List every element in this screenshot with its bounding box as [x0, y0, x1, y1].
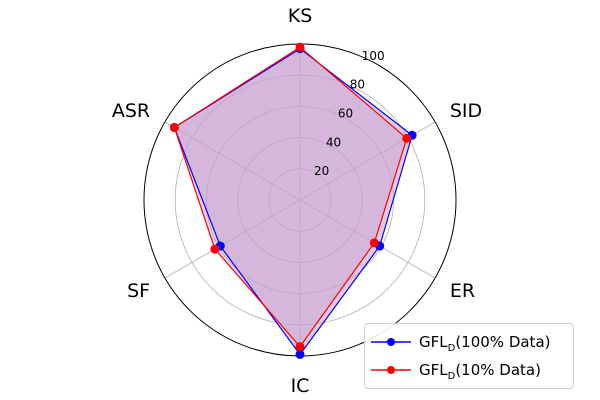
legend-item-100-data: GFLD(100% Data) — [365, 330, 573, 354]
radar-series — [169, 42, 417, 359]
legend-marker-red — [371, 366, 411, 374]
legend-label: GFLD(10% Data) — [419, 361, 541, 382]
tick-label-60: 60 — [338, 107, 353, 121]
data-point-1-sf — [210, 244, 220, 254]
axis-label-ic: IC — [291, 375, 310, 397]
data-point-1-sid — [402, 133, 412, 143]
legend-label: GFLD(100% Data) — [419, 333, 551, 354]
legend-item-10-data: GFLD(10% Data) — [365, 358, 573, 382]
legend: GFLD(100% Data) GFLD(10% Data) — [364, 323, 574, 389]
series-fill-0 — [174, 48, 413, 355]
tick-label-100: 100 — [362, 49, 385, 63]
data-point-1-ic — [295, 342, 305, 352]
axis-label-er: ER — [450, 280, 475, 302]
axis-label-sf: SF — [127, 280, 150, 302]
tick-label-20: 20 — [314, 164, 329, 178]
data-point-1-er — [369, 238, 379, 248]
axis-label-asr: ASR — [112, 100, 150, 122]
tick-label-40: 40 — [326, 135, 341, 149]
axis-label-ks: KS — [288, 5, 313, 27]
radar-fill — [174, 47, 413, 355]
axis-label-sid: SID — [450, 100, 482, 122]
series-fill-1 — [174, 47, 407, 347]
tick-label-80: 80 — [350, 78, 365, 92]
radial-tick-labels: 20 40 60 80 100 — [314, 49, 385, 178]
legend-marker-blue — [371, 338, 411, 346]
data-point-1-ks — [295, 42, 305, 52]
data-point-0-ic — [295, 349, 305, 359]
data-point-1-asr — [169, 122, 179, 132]
axis-labels: KS SID ER IC SF ASR — [112, 5, 482, 397]
